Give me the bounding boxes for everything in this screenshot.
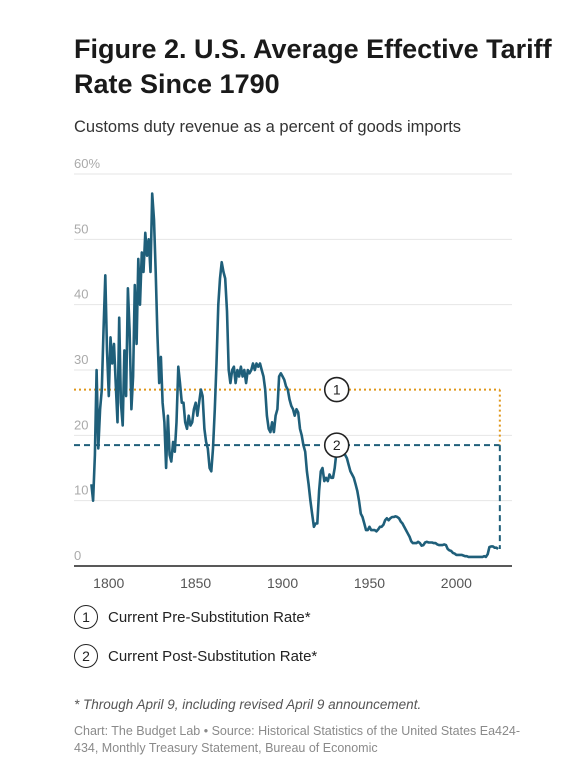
chart-area: 60% 50 40 30 20 10 0 1800 1850 1900 1950 2000 1 2: [74, 156, 512, 590]
legend-label-post-substitution: Current Post-Substitution Rate*: [108, 647, 318, 665]
x-tick-label: 1800: [93, 575, 124, 590]
legend-marker-1: 1: [74, 605, 98, 629]
chart-subtitle: Customs duty revenue as a percent of goo…: [74, 118, 462, 136]
y-tick-label: 0: [74, 548, 81, 563]
x-tick-label: 2000: [441, 575, 472, 590]
reference-marker-label: 1: [333, 382, 341, 398]
y-tick-label: 40: [74, 287, 88, 302]
x-tick-label: 1950: [354, 575, 385, 590]
x-tick-label: 1900: [267, 575, 298, 590]
y-tick-label: 50: [74, 221, 88, 236]
y-tick-label: 60%: [74, 156, 100, 171]
chart-title: Figure 2. U.S. Average Effective Tariff …: [74, 34, 552, 99]
source-credit: Chart: The Budget Lab • Source: Historic…: [74, 724, 521, 755]
legend-marker-2: 2: [74, 644, 98, 668]
reference-marker-2: [323, 432, 350, 458]
footnote: * Through April 9, including revised Apr…: [74, 697, 422, 712]
legend-label-pre-substitution: Current Pre-Substitution Rate*: [108, 608, 311, 626]
x-tick-label: 1850: [180, 575, 211, 590]
y-tick-label: 30: [74, 352, 88, 367]
y-tick-label: 20: [74, 417, 88, 432]
reference-marker-label: 2: [333, 437, 341, 453]
y-tick-label: 10: [74, 483, 88, 498]
legend-item-pre-substitution: 1 Current Pre-Substitution Rate*: [74, 605, 311, 629]
reference-marker-1: [323, 376, 350, 403]
legend-item-post-substitution: 2 Current Post-Substitution Rate*: [74, 644, 317, 668]
series-line: [90, 192, 499, 559]
